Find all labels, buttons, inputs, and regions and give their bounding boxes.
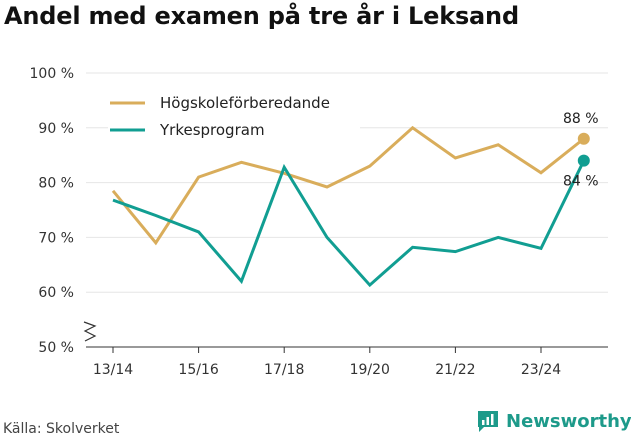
series-line-yrkesprogram [113,161,584,285]
series-lines [113,128,590,285]
y-tick-label: 50 % [38,340,74,356]
chart-bubble-icon [476,409,500,433]
series-end-dot [578,133,590,145]
y-axis-tick-labels: 50 % 60 % 70 % 80 % 90 % 100 % [30,66,74,356]
newsworthy-logo: Newsworthy [476,409,631,433]
x-tick-label: 21/22 [435,362,475,378]
brand-name: Newsworthy [506,411,631,432]
y-tick-label: 70 % [38,230,74,246]
y-tick-label: 100 % [30,66,74,82]
end-label-yrkesprogram: 84 % [563,174,599,190]
x-tick-label: 15/16 [178,362,218,378]
x-tick-label: 13/14 [93,362,133,378]
x-tick-label: 23/24 [521,362,561,378]
x-axis: 13/14 15/16 17/18 19/20 21/22 23/24 [84,322,608,378]
legend: Högskoleförberedande Yrkesprogram [108,94,360,145]
y-tick-label: 90 % [38,121,74,137]
series-end-dot [578,155,590,167]
line-chart: 50 % 60 % 70 % 80 % 90 % 100 % 13/14 15/16 17/1… [0,0,631,410]
legend-label: Yrkesprogram [159,121,265,139]
legend-label: Högskoleförberedande [160,94,330,112]
y-tick-label: 80 % [38,176,74,192]
end-label-hogskoleforberedande: 88 % [563,111,599,127]
y-tick-label: 60 % [38,285,74,301]
axis-break-marker [84,322,95,341]
x-tick-label: 19/20 [350,362,390,378]
source-note: Källa: Skolverket [3,421,119,437]
x-tick-label: 17/18 [264,362,304,378]
